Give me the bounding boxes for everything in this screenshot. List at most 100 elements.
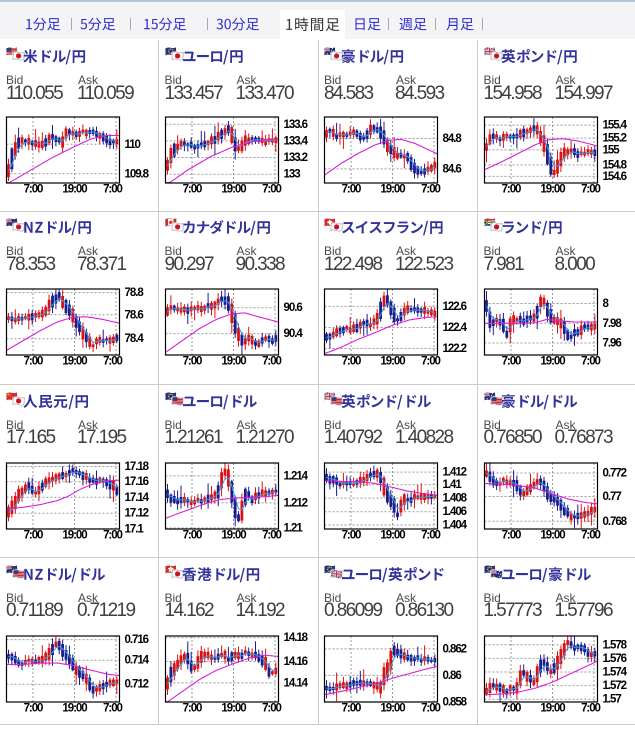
svg-text:19:00: 19:00 [380,356,405,368]
svg-text:7:00: 7:00 [262,356,281,368]
svg-text:19:00: 19:00 [540,703,565,715]
svg-text:78.8: 78.8 [125,287,145,299]
svg-text:1.406: 1.406 [443,506,467,518]
svg-text:19:00: 19:00 [221,356,246,368]
svg-text:7:00: 7:00 [421,703,440,715]
svg-text:7:00: 7:00 [501,183,520,195]
svg-text:90.4: 90.4 [283,328,303,340]
svg-text:7:00: 7:00 [501,703,520,715]
svg-text:122.2: 122.2 [443,343,467,355]
svg-text:7:00: 7:00 [501,529,520,541]
svg-text:17.18: 17.18 [125,461,150,473]
svg-text:17.16: 17.16 [125,476,149,488]
svg-text:19:00: 19:00 [380,529,405,541]
svg-text:1.578: 1.578 [602,639,627,651]
svg-text:17.12: 17.12 [125,507,149,519]
svg-text:19:00: 19:00 [221,529,246,541]
svg-text:7:00: 7:00 [421,356,440,368]
svg-text:7:00: 7:00 [581,529,600,541]
svg-text:110: 110 [125,138,141,150]
svg-text:7:00: 7:00 [103,183,122,195]
svg-text:0.858: 0.858 [443,696,468,708]
svg-text:7:00: 7:00 [581,183,600,195]
svg-text:7:00: 7:00 [24,529,43,541]
svg-text:0.714: 0.714 [125,655,150,667]
svg-text:154.8: 154.8 [602,159,627,171]
svg-text:7:00: 7:00 [342,183,361,195]
svg-text:7:00: 7:00 [262,183,281,195]
svg-text:19:00: 19:00 [221,703,246,715]
svg-text:133.6: 133.6 [283,118,307,130]
svg-text:0.86: 0.86 [443,670,462,682]
svg-text:7:00: 7:00 [342,356,361,368]
svg-text:14.16: 14.16 [283,656,307,668]
svg-text:90.6: 90.6 [283,302,302,314]
svg-text:109.8: 109.8 [125,168,150,180]
svg-text:1.57: 1.57 [602,694,621,706]
svg-text:7:00: 7:00 [182,529,201,541]
svg-text:0.772: 0.772 [602,467,626,479]
svg-text:154.6: 154.6 [602,170,626,182]
svg-text:0.77: 0.77 [602,491,621,503]
svg-text:7.98: 7.98 [602,318,622,330]
svg-text:7:00: 7:00 [262,529,281,541]
svg-text:84.8: 84.8 [443,133,463,145]
svg-text:78.6: 78.6 [125,309,144,321]
svg-text:7:00: 7:00 [581,356,600,368]
svg-text:7:00: 7:00 [103,529,122,541]
svg-text:8: 8 [602,298,609,310]
svg-text:19:00: 19:00 [62,356,87,368]
svg-text:155.4: 155.4 [602,119,627,131]
svg-text:7:00: 7:00 [581,703,600,715]
svg-text:133: 133 [283,168,300,180]
svg-text:155.2: 155.2 [602,132,626,144]
svg-text:7:00: 7:00 [182,356,201,368]
svg-text:1.41: 1.41 [443,479,463,491]
svg-text:155: 155 [602,144,620,156]
svg-text:17.1: 17.1 [125,523,145,535]
svg-text:7:00: 7:00 [421,183,440,195]
svg-text:7:00: 7:00 [24,183,43,195]
svg-text:7:00: 7:00 [103,703,122,715]
svg-text:0.716: 0.716 [125,634,149,646]
svg-text:7:00: 7:00 [182,703,201,715]
svg-text:133.2: 133.2 [283,152,307,164]
svg-text:122.6: 122.6 [443,301,467,313]
svg-text:19:00: 19:00 [62,703,87,715]
svg-text:7:00: 7:00 [421,529,440,541]
svg-text:7:00: 7:00 [501,356,520,368]
svg-text:1.412: 1.412 [443,466,467,478]
svg-text:7:00: 7:00 [182,183,201,195]
svg-text:84.6: 84.6 [443,163,462,175]
svg-text:7:00: 7:00 [342,529,361,541]
svg-text:1.404: 1.404 [443,519,468,531]
svg-text:1.214: 1.214 [283,470,308,482]
svg-text:0.862: 0.862 [443,643,467,655]
svg-text:19:00: 19:00 [540,356,565,368]
svg-text:0.712: 0.712 [125,679,149,691]
svg-text:1.408: 1.408 [443,492,468,504]
svg-text:133.4: 133.4 [283,135,308,147]
svg-text:19:00: 19:00 [540,183,565,195]
svg-text:14.18: 14.18 [283,632,308,644]
svg-text:19:00: 19:00 [380,183,405,195]
svg-text:1.576: 1.576 [602,653,626,665]
svg-text:1.212: 1.212 [283,497,307,509]
svg-text:78.4: 78.4 [125,333,145,345]
svg-text:19:00: 19:00 [221,183,246,195]
svg-text:0.768: 0.768 [602,515,627,527]
svg-text:7:00: 7:00 [103,356,122,368]
svg-text:1.21: 1.21 [283,522,303,534]
svg-text:14.14: 14.14 [283,677,308,689]
svg-text:19:00: 19:00 [540,529,565,541]
svg-text:7.96: 7.96 [602,338,621,350]
svg-text:122.4: 122.4 [443,322,468,334]
svg-text:7:00: 7:00 [24,356,43,368]
svg-text:19:00: 19:00 [380,703,405,715]
svg-text:7:00: 7:00 [342,703,361,715]
svg-text:1.572: 1.572 [602,680,626,692]
svg-text:1.574: 1.574 [602,667,627,679]
svg-text:19:00: 19:00 [62,529,87,541]
svg-text:17.14: 17.14 [125,491,150,503]
svg-text:7:00: 7:00 [24,703,43,715]
